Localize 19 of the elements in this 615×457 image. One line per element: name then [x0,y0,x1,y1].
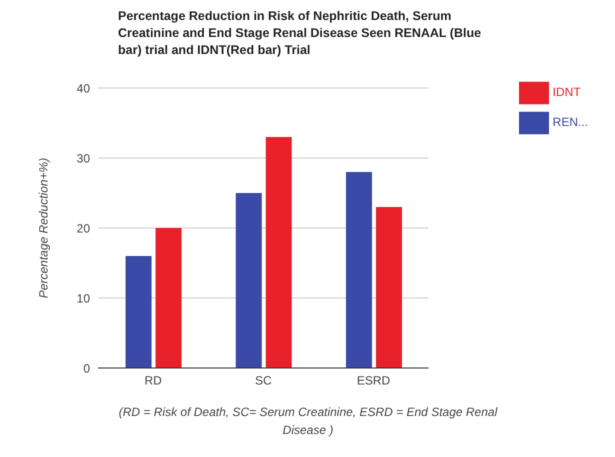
y-axis-title: Percentage Reduction+%) [36,158,50,298]
bar [126,256,152,368]
x-axis-title: (RD = Risk of Death, SC= Serum Creatinine, ESRD = End Stage Renal Disease ) [118,404,498,439]
y-tick-label: 30 [76,151,90,166]
chart-title: Percentage Reduction in Risk of Nephritic Death, Serum Creatinine and End Stage Renal Disease Seen RENAAL (Blue bar) trial and IDNT(Red bar) Trial [118,8,482,59]
legend-label: REN... [552,115,588,130]
x-tick-label: SC [254,374,272,388]
x-tick-label: RD [144,374,162,388]
bar [346,172,372,368]
y-tick-label: 0 [83,361,90,376]
y-tick-label: 40 [76,81,90,96]
bar [236,193,262,368]
x-tick-label: ESRD [356,374,391,388]
bar [156,228,182,368]
y-tick-label: 20 [76,221,90,236]
bar [266,137,292,368]
bar [376,207,402,368]
y-tick-label: 10 [76,291,90,306]
legend-label: IDNT [552,85,581,100]
